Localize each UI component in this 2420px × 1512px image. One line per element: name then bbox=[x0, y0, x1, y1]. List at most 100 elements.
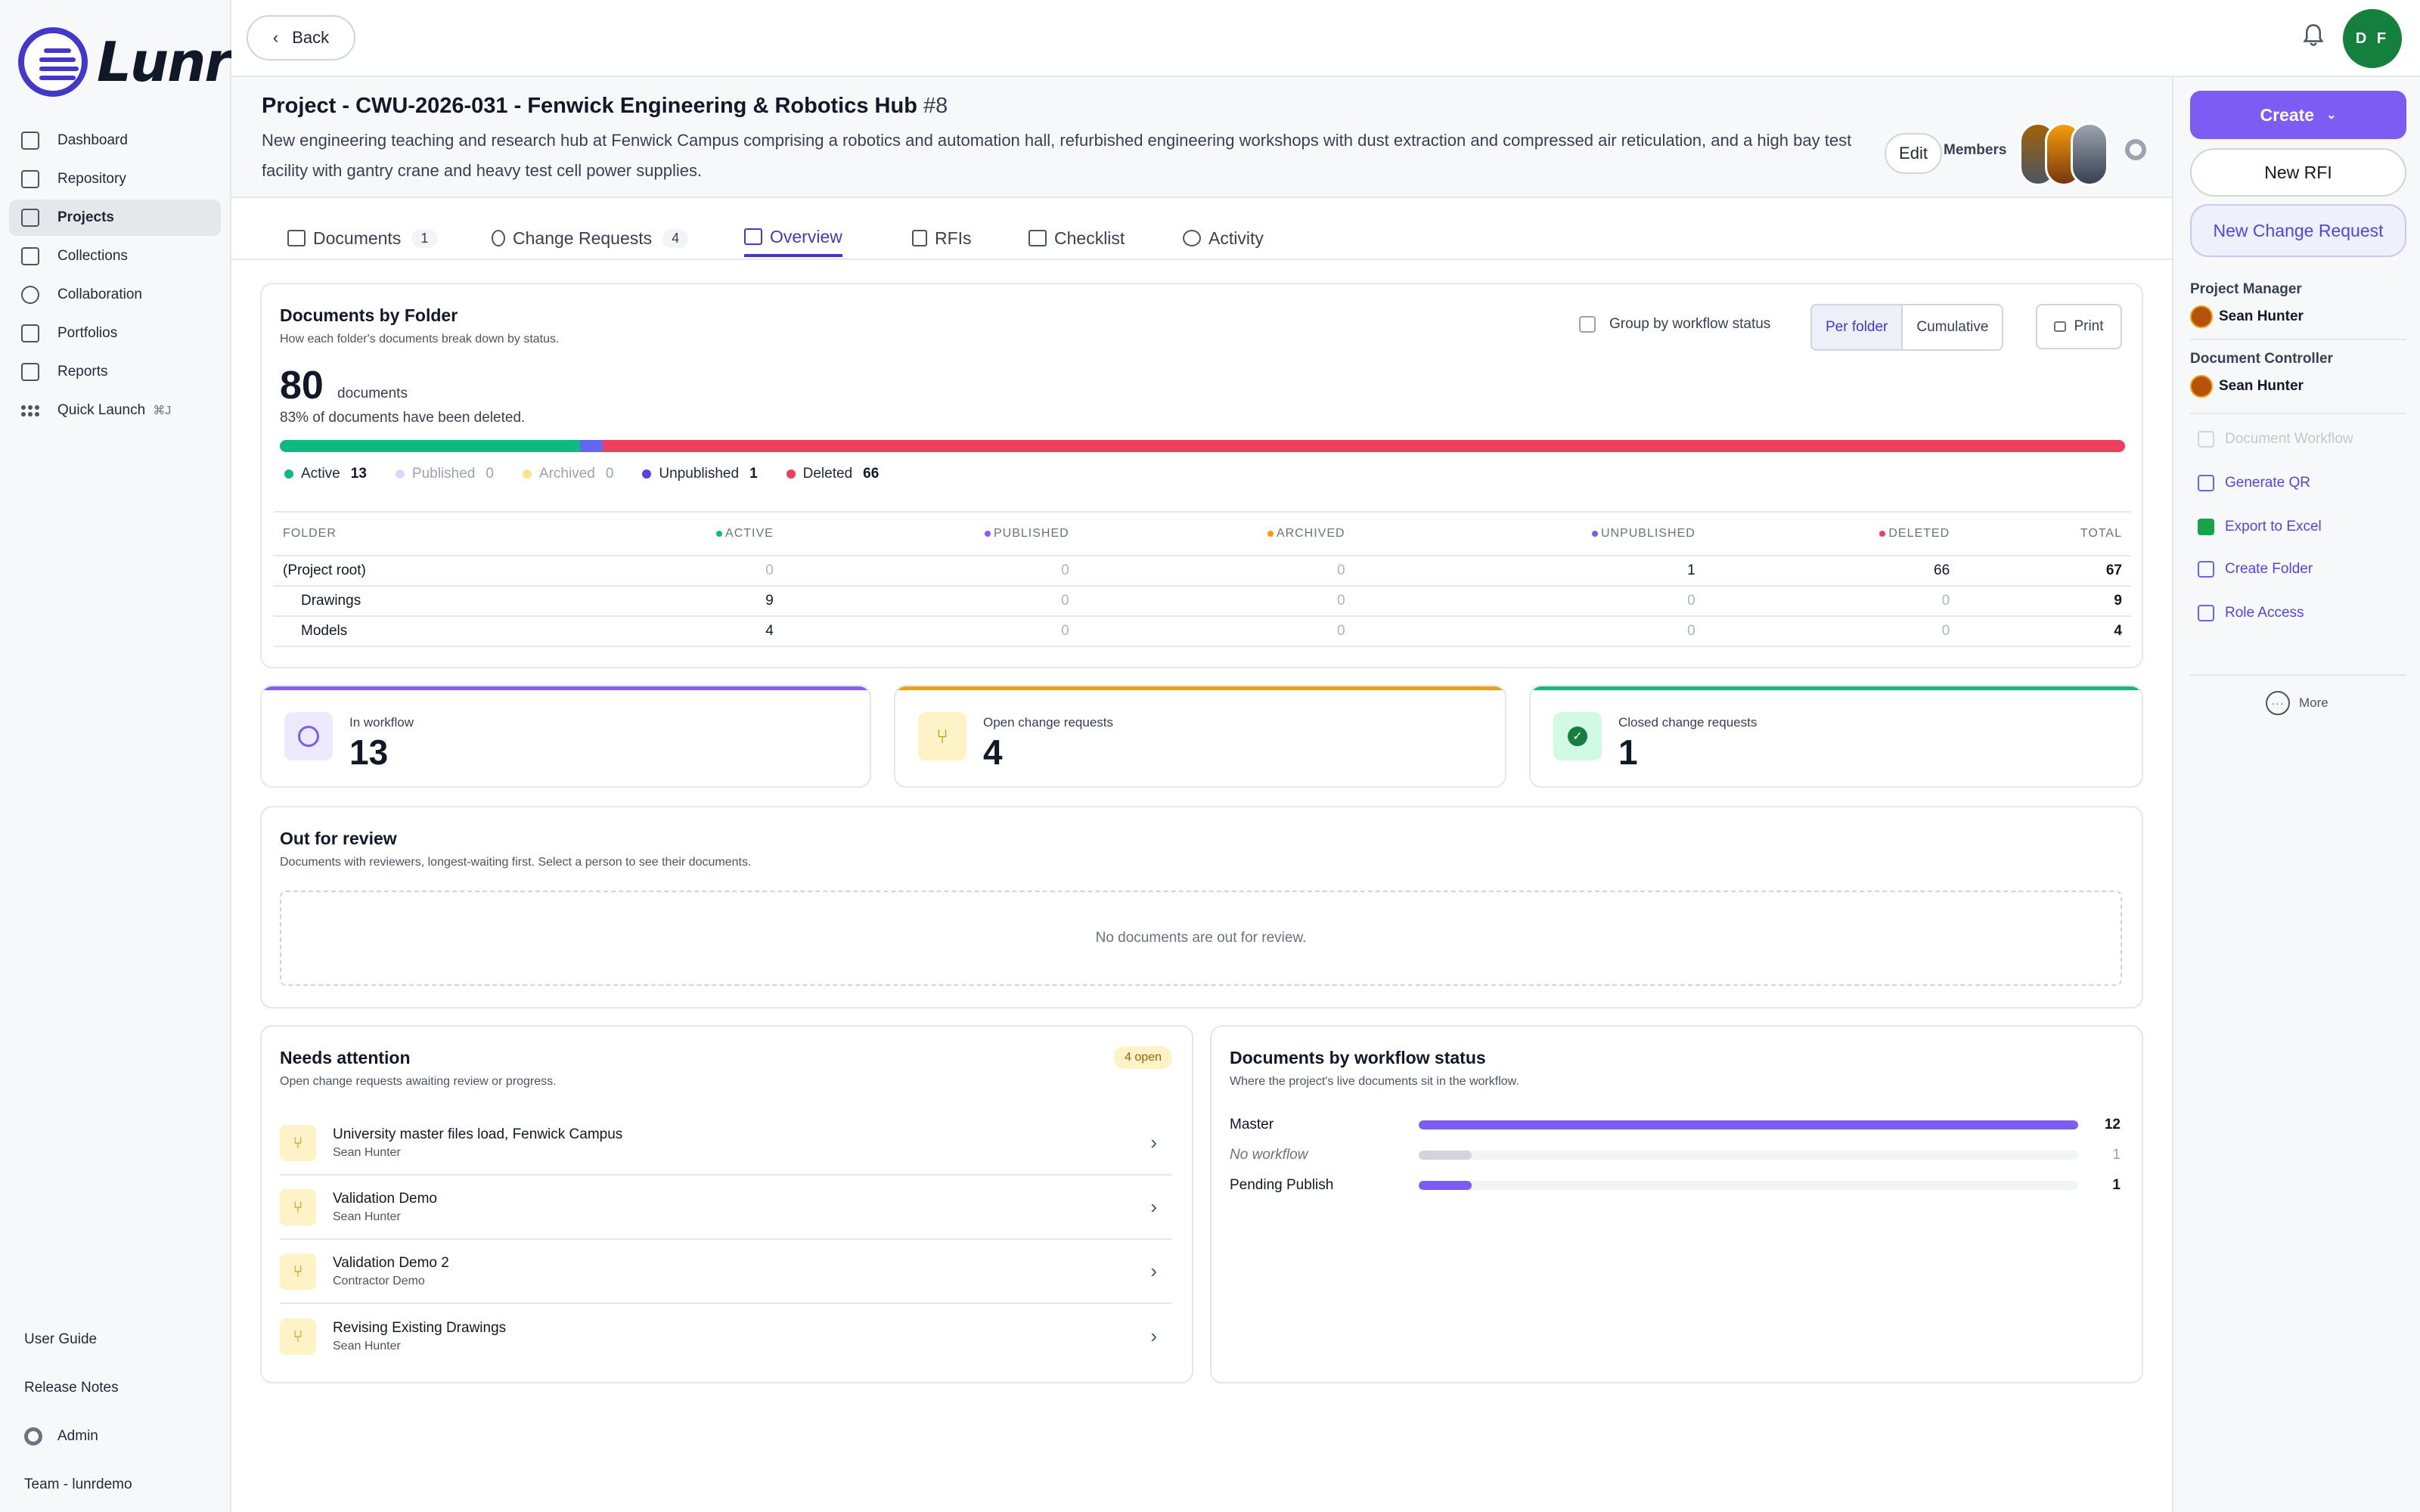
branch-icon: ⑂ bbox=[280, 1253, 316, 1290]
create-button[interactable]: Create ⌄ bbox=[2190, 91, 2406, 139]
table-row[interactable]: Models 4 0 0 0 0 4 bbox=[274, 616, 2131, 647]
tab-checklist[interactable]: Checklist bbox=[1028, 219, 1125, 257]
checkbox[interactable] bbox=[1579, 316, 1596, 333]
new-rfi-button[interactable]: New RFI bbox=[2190, 148, 2406, 197]
table-cell: 0 bbox=[782, 586, 1078, 617]
legend-count: 66 bbox=[863, 466, 880, 482]
sidebar-item-collaboration[interactable]: Collaboration bbox=[9, 277, 221, 313]
project-manager: Project Manager Sean Hunter bbox=[2190, 281, 2304, 328]
legend-item: Deleted 66 bbox=[786, 466, 880, 482]
legend-dot bbox=[786, 469, 796, 479]
action-generate-qr[interactable]: Generate QR bbox=[2198, 475, 2310, 491]
avatar[interactable] bbox=[2071, 122, 2108, 186]
folder-plus-icon bbox=[2198, 561, 2214, 578]
edit-button[interactable]: Edit bbox=[1885, 133, 1942, 174]
role-title: Document Controller bbox=[2190, 351, 2333, 367]
table-row[interactable]: (Project root) 0 0 0 1 66 67 bbox=[274, 556, 2131, 587]
role-person[interactable]: Sean Hunter bbox=[2190, 375, 2333, 398]
report-icon bbox=[21, 363, 39, 381]
clock-icon bbox=[1183, 230, 1201, 246]
card-subtitle: Where the project's live documents sit i… bbox=[1230, 1075, 1519, 1088]
admin-link[interactable]: Admin bbox=[24, 1412, 132, 1461]
list-item[interactable]: ⑂ Validation Demo Sean Hunter › bbox=[280, 1176, 1172, 1240]
per-folder-toggle[interactable]: Per folder bbox=[1812, 305, 1903, 349]
closed-change-requests-card[interactable]: ✓ Closed change requests 1 bbox=[1529, 685, 2143, 788]
folder-icon bbox=[287, 230, 306, 246]
member-avatars[interactable] bbox=[2019, 122, 2110, 186]
tab-overview[interactable]: Overview bbox=[744, 219, 842, 257]
more-label: More bbox=[2299, 696, 2328, 710]
table-cell: 0 bbox=[782, 556, 1078, 587]
project-settings-icon[interactable] bbox=[2125, 139, 2146, 160]
action-create-folder[interactable]: Create Folder bbox=[2198, 561, 2313, 578]
branch-icon bbox=[492, 230, 505, 246]
tab-label: Activity bbox=[1208, 228, 1264, 248]
workflow-status-card: Documents by workflow status Where the p… bbox=[1210, 1025, 2143, 1383]
bar-chart-icon bbox=[744, 228, 762, 245]
legend-label: Published bbox=[411, 466, 476, 482]
deleted-note: 83% of documents have been deleted. bbox=[280, 410, 526, 426]
sidebar-item-reports[interactable]: Reports bbox=[9, 354, 221, 390]
users-icon bbox=[2198, 605, 2214, 621]
table-cell: 9 bbox=[565, 586, 783, 617]
legend-item: Unpublished 1 bbox=[642, 466, 758, 482]
table-cell: 0 bbox=[1354, 586, 1705, 617]
user-guide-link[interactable]: User Guide bbox=[24, 1331, 98, 1347]
list-item[interactable]: ⑂ Validation Demo 2 Contractor Demo › bbox=[280, 1240, 1172, 1304]
sidebar-item-label: Quick Launch bbox=[57, 402, 146, 418]
tab-change-requests[interactable]: Change Requests 4 bbox=[492, 219, 689, 257]
table-row[interactable]: Drawings 9 0 0 0 0 9 bbox=[274, 586, 2131, 617]
sidebar-item-collections[interactable]: Collections bbox=[9, 238, 221, 274]
in-workflow-card[interactable]: In workflow 13 bbox=[260, 685, 871, 788]
sidebar-item-repository[interactable]: Repository bbox=[9, 161, 221, 197]
workflow-value: 12 bbox=[2104, 1117, 2121, 1132]
tab-label: RFIs bbox=[935, 228, 972, 248]
avatar bbox=[2190, 305, 2213, 328]
action-export-to-excel[interactable]: Export to Excel bbox=[2198, 519, 2322, 535]
table-cell: 66 bbox=[1704, 556, 1959, 587]
column-header: UNPUBLISHED bbox=[1354, 511, 1705, 556]
column-header: ARCHIVED bbox=[1078, 511, 1354, 556]
branch-icon: ⑂ bbox=[280, 1188, 316, 1225]
action-role-access[interactable]: Role Access bbox=[2198, 605, 2304, 621]
bell-icon[interactable] bbox=[2302, 23, 2325, 48]
more-button[interactable]: ··· More bbox=[2266, 691, 2328, 715]
cumulative-toggle[interactable]: Cumulative bbox=[1916, 319, 1989, 335]
role-person[interactable]: Sean Hunter bbox=[2190, 305, 2304, 328]
sidebar-item-label: Collaboration bbox=[57, 287, 142, 302]
user-avatar[interactable]: D F bbox=[2343, 9, 2402, 68]
tab-rfis[interactable]: RFIs bbox=[912, 219, 972, 257]
workflow-row: No workflow 1 bbox=[1230, 1140, 2121, 1170]
team-label[interactable]: Team - lunrdemo bbox=[24, 1476, 132, 1492]
back-button[interactable]: ‹ Back bbox=[247, 15, 355, 60]
card-title: Needs attention bbox=[280, 1048, 411, 1067]
tab-activity[interactable]: Activity bbox=[1183, 219, 1264, 257]
table-cell: Drawings bbox=[274, 586, 566, 617]
list-item[interactable]: ⑂ University master files load, Fenwick C… bbox=[280, 1111, 1172, 1176]
table-cell: 9 bbox=[1959, 586, 2131, 617]
divider bbox=[2190, 339, 2406, 340]
sidebar-item-portfolios[interactable]: Portfolios bbox=[9, 315, 221, 352]
open-change-requests-card[interactable]: ⑂ Open change requests 4 bbox=[894, 685, 1506, 788]
print-button[interactable]: Print bbox=[2036, 304, 2122, 349]
more-icon: ··· bbox=[2266, 691, 2290, 715]
needs-attention-card: Needs attention Open change requests awa… bbox=[260, 1025, 1193, 1383]
release-notes-link[interactable]: Release Notes bbox=[24, 1380, 119, 1396]
sidebar-item-projects[interactable]: Projects bbox=[9, 200, 221, 236]
action-label: Document Workflow bbox=[2225, 431, 2353, 447]
logo[interactable]: Lunr bbox=[18, 27, 231, 97]
list-item[interactable]: ⑂ Revising Existing Drawings Sean Hunter › bbox=[280, 1304, 1172, 1368]
print-label: Print bbox=[2074, 318, 2104, 334]
bar-segment-deleted bbox=[603, 440, 2125, 452]
printer-icon bbox=[2054, 321, 2067, 332]
workflow-track bbox=[1419, 1151, 2078, 1160]
bar-segment-active bbox=[280, 440, 580, 452]
sidebar-item-quick-launch[interactable]: Quick Launch ⌘J bbox=[9, 392, 221, 429]
sidebar-item-dashboard[interactable]: Dashboard bbox=[9, 122, 221, 159]
new-change-request-button[interactable]: New Change Request bbox=[2190, 204, 2406, 257]
group-by-workflow-checkbox[interactable]: Group by workflow status bbox=[1579, 316, 1770, 333]
chart-icon bbox=[21, 132, 39, 150]
status-dot bbox=[716, 530, 723, 537]
workflow-row: Master 12 bbox=[1230, 1110, 2121, 1140]
tab-documents[interactable]: Documents 1 bbox=[287, 219, 438, 257]
